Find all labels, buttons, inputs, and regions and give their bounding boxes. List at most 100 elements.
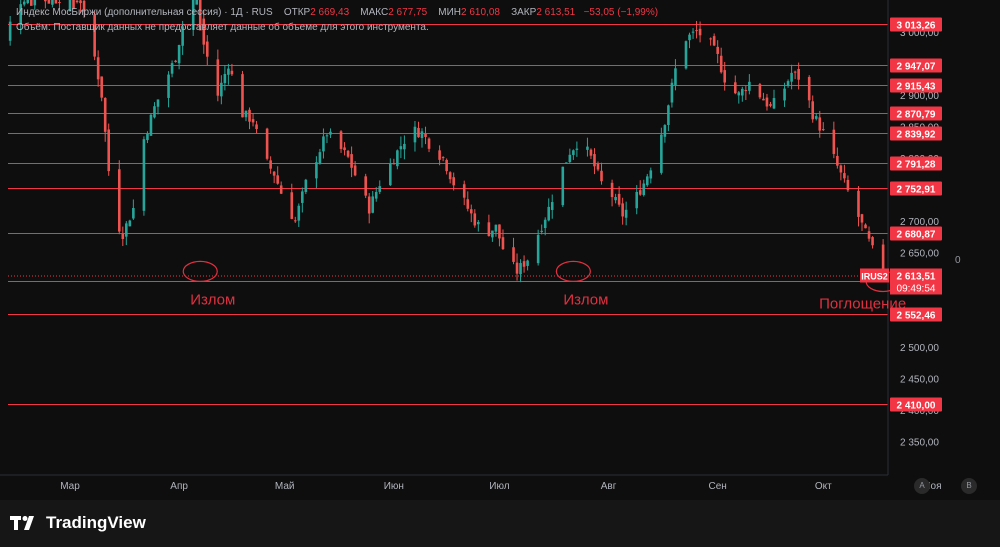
candle-body [191, 0, 195, 30]
legend-open-label: ОТКР [283, 7, 311, 18]
tradingview-logo[interactable]: TradingView [10, 513, 146, 533]
candle-body [269, 160, 272, 169]
candle-body [293, 220, 297, 222]
candle-body [462, 184, 466, 198]
candle-body [364, 176, 367, 196]
candle-body [427, 138, 431, 149]
level-badge [890, 181, 942, 196]
candle-body [29, 0, 33, 6]
level-badge-label: 2 947,07 [897, 62, 936, 73]
candle-body [318, 152, 322, 164]
candle-body [522, 261, 526, 267]
candle-body [244, 110, 248, 118]
level-badge [890, 126, 942, 141]
candle-body [424, 133, 427, 137]
candle-body [315, 162, 318, 179]
legend-high-label: МАКС [360, 7, 389, 18]
candle-body [765, 97, 769, 107]
x-month-label: Окт [815, 481, 832, 492]
candle-body [47, 0, 51, 4]
x-month-label: Авг [601, 481, 617, 492]
legend-change: −53,05 (−1,99%) [583, 7, 659, 18]
legend-instrument: Индекс МосБиржи (дополнительная сессия) … [16, 7, 273, 18]
y-tick-label: 2 700,00 [900, 217, 939, 228]
zero-label: 0 [955, 255, 961, 266]
y-tick-label: 2 450,00 [900, 375, 939, 386]
candle-body [265, 128, 269, 159]
x-month-label: Июл [489, 481, 509, 492]
candle-body [572, 150, 575, 155]
candle-body [663, 125, 667, 137]
candle-body [674, 68, 677, 85]
candle-body [519, 263, 522, 275]
level-badge [890, 226, 942, 241]
candle-body [304, 179, 308, 192]
y-tick-label: 2 350,00 [900, 438, 939, 449]
candle-body [297, 205, 301, 221]
candle-body [170, 63, 174, 74]
candle-body [649, 170, 653, 179]
candle-body [448, 172, 452, 180]
brand-name: TradingView [46, 513, 146, 532]
candle-body [719, 55, 723, 73]
x-month-label: Апр [170, 481, 188, 492]
candle-body [223, 73, 227, 84]
candle-body [374, 192, 378, 199]
candle-body [797, 68, 800, 80]
candle-body [343, 147, 346, 151]
candle-body [832, 129, 836, 154]
y-tick-label: 2 650,00 [900, 249, 939, 260]
candle-body [466, 199, 470, 209]
annotation-label: Излом [190, 291, 235, 308]
level-badge-label: 2 870,79 [897, 110, 936, 121]
candle-body [526, 260, 529, 266]
candle-body [536, 234, 540, 264]
candle-body [762, 98, 765, 101]
candle-body [642, 183, 646, 196]
candle-body [177, 45, 181, 64]
candle-body [477, 222, 480, 225]
x-month-label: Ноя [923, 481, 941, 492]
chart-area[interactable]: 3 000,002 950,002 900,002 850,002 800,00… [0, 0, 1000, 500]
candle-body [586, 146, 589, 150]
auto-scale-button[interactable]: A [914, 478, 930, 494]
candle-body [301, 191, 304, 203]
candle-body [132, 207, 135, 219]
candle-body [600, 170, 603, 182]
candle-body [205, 41, 209, 57]
candle-body [811, 101, 815, 120]
level-badge [890, 58, 942, 73]
candle-body [550, 202, 554, 210]
candle-body [871, 237, 874, 246]
candle-body [790, 72, 793, 82]
candle-body [864, 224, 867, 229]
candle-body [438, 150, 441, 160]
candlestick-chart[interactable]: 3 000,002 950,002 900,002 850,002 800,00… [0, 0, 1000, 500]
level-badge-label: 2 752,91 [897, 185, 936, 196]
level-badge-label: 2 410,00 [897, 401, 936, 412]
candle-body [624, 209, 628, 218]
candle-body [748, 81, 751, 91]
candle-body [645, 176, 649, 186]
candle-body [638, 190, 642, 195]
candle-body [389, 163, 392, 186]
legend-low-label: МИН [438, 7, 462, 18]
candle-body [396, 150, 399, 167]
candle-body [227, 68, 230, 75]
candle-body [445, 159, 448, 172]
candle-body [121, 233, 125, 239]
log-scale-button[interactable]: B [961, 478, 977, 494]
y-tick-label: 3 000,00 [900, 28, 939, 39]
footer-bar: TradingView [0, 500, 1000, 547]
price-badge-countdown: 09:49:54 [897, 283, 936, 294]
candle-body [72, 0, 75, 10]
candle-body [565, 162, 568, 164]
candle-body [322, 136, 325, 152]
candle-body [621, 203, 624, 217]
candle-body [75, 0, 79, 3]
candle-body [695, 30, 698, 32]
candle-body [93, 14, 96, 57]
candle-body [667, 105, 670, 126]
candle-body [51, 0, 54, 5]
candle-body [846, 179, 850, 191]
